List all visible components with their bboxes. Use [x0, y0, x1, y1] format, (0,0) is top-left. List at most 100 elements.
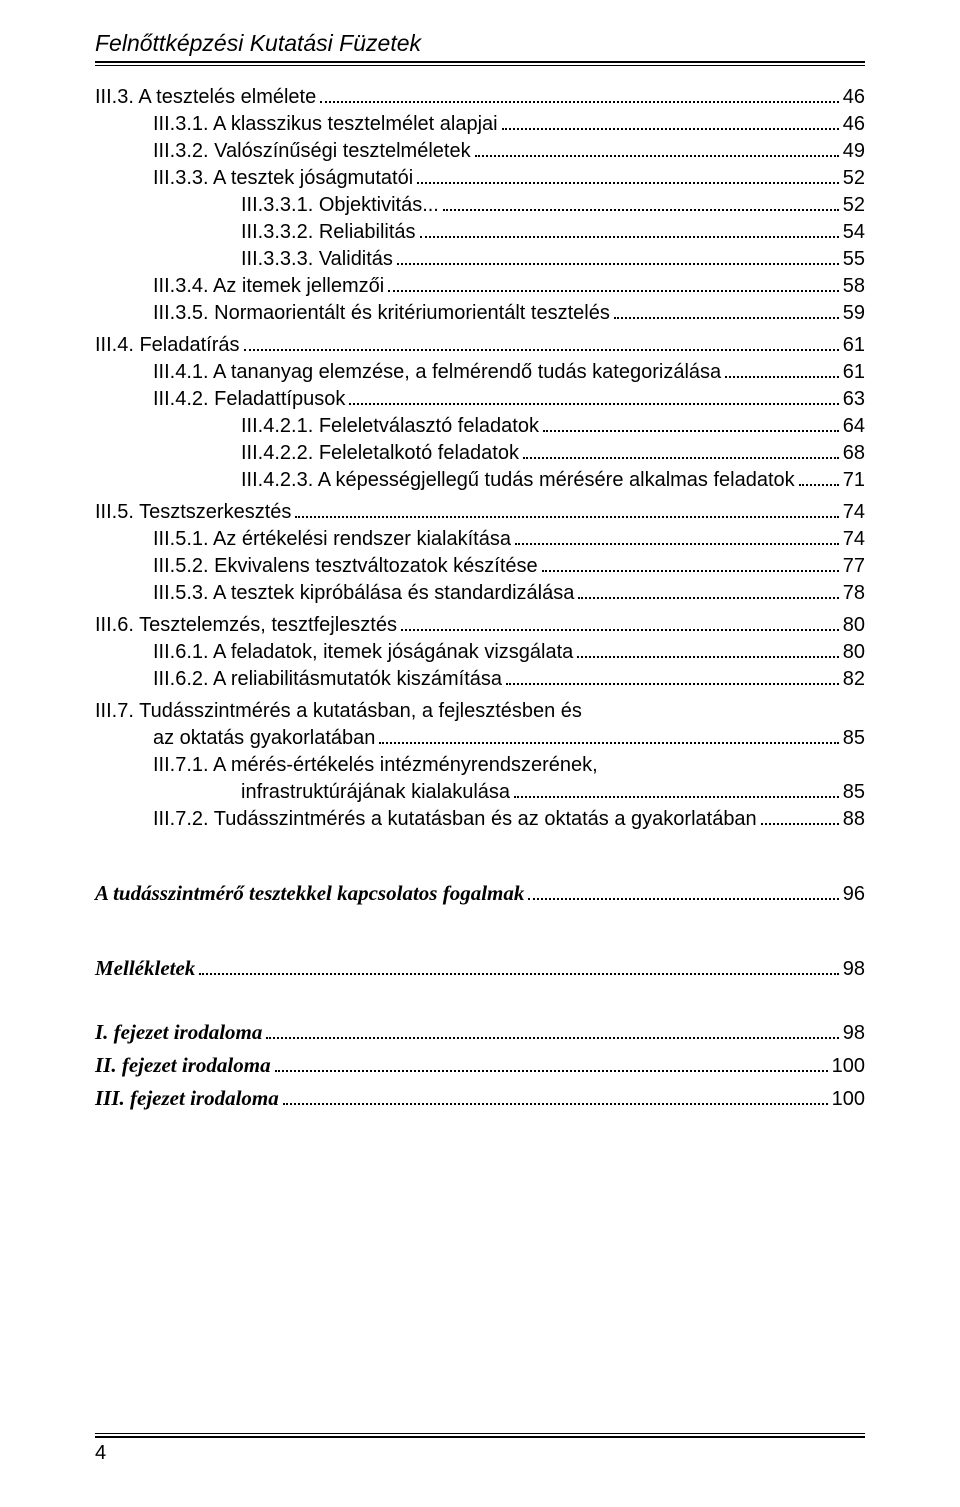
toc-page: 68: [843, 440, 865, 466]
toc-label: III.4. Feladatírás: [95, 332, 240, 358]
toc-leader-dots: [528, 898, 838, 900]
toc-label: III.3.3.1. Objektivitás...: [241, 192, 439, 218]
toc-section-row: III. fejezet irodaloma 100: [95, 1085, 865, 1112]
toc-row: III.5. Tesztszerkesztés 74: [95, 499, 865, 525]
toc-page: 52: [843, 192, 865, 218]
toc-page: 80: [843, 639, 865, 665]
toc-label: III.4.2.3. A képességjellegű tudás mérés…: [241, 467, 795, 493]
header-rule-thin: [95, 65, 865, 66]
toc-page: 55: [843, 246, 865, 272]
toc-row: III.4.1. A tananyag elemzése, a felméren…: [95, 359, 865, 385]
toc-leader-dots: [420, 236, 839, 238]
toc-page: 98: [843, 1020, 865, 1046]
toc-row: III.6.2. A reliabilitásmutatók kiszámítá…: [95, 666, 865, 692]
toc-row: III.5.1. Az értékelési rendszer kialakít…: [95, 526, 865, 552]
toc-label: III.3.1. A klasszikus tesztelmélet alapj…: [153, 111, 498, 137]
toc-row: III.4. Feladatírás 61: [95, 332, 865, 358]
toc-label: III.4.2. Feladattípusok: [153, 386, 345, 412]
toc-leader-dots: [349, 403, 838, 405]
toc-row: III.3.1. A klasszikus tesztelmélet alapj…: [95, 111, 865, 137]
toc-row: III.7.2. Tudásszintmérés a kutatásban és…: [95, 806, 865, 832]
toc-leader-dots: [199, 973, 838, 975]
toc-page: 46: [843, 111, 865, 137]
page-footer: 4: [95, 1433, 865, 1465]
toc-leader-dots: [266, 1037, 838, 1039]
toc-row: III.7. Tudásszintmérés a kutatásban, a f…: [95, 698, 865, 724]
toc-leader-dots: [443, 209, 839, 211]
toc-section-label: III. fejezet irodaloma: [95, 1085, 279, 1112]
toc-label: III.3.3.2. Reliabilitás: [241, 219, 416, 245]
toc-page: 61: [843, 332, 865, 358]
toc-label: III.4.2.1. Feleletválasztó feladatok: [241, 413, 539, 439]
toc-section-label: A tudásszintmérő tesztekkel kapcsolatos …: [95, 880, 524, 907]
toc-row: III.3.3.3. Validitás55: [95, 246, 865, 272]
toc-page: 46: [843, 84, 865, 110]
toc-section-label: Mellékletek: [95, 955, 195, 982]
toc-leader-dots: [577, 656, 838, 658]
toc-row: az oktatás gyakorlatában 85: [95, 725, 865, 751]
toc-page: 52: [843, 165, 865, 191]
toc-row: III.3.2. Valószínűségi tesztelméletek49: [95, 138, 865, 164]
toc-page: 98: [843, 956, 865, 982]
toc-row: III.4.2. Feladattípusok63: [95, 386, 865, 412]
toc-label: III.5. Tesztszerkesztés: [95, 499, 291, 525]
toc-section-row: I. fejezet irodaloma98: [95, 1019, 865, 1046]
toc-page: 71: [843, 467, 865, 493]
toc-row: III.3.3. A tesztek jóságmutatói52: [95, 165, 865, 191]
toc-page: 100: [832, 1053, 865, 1079]
toc-label: III.5.3. A tesztek kipróbálása és standa…: [153, 580, 574, 606]
toc-page: 82: [843, 666, 865, 692]
page-number: 4: [95, 1442, 865, 1465]
toc-page: 77: [843, 553, 865, 579]
toc-page: 58: [843, 273, 865, 299]
toc-page: 59: [843, 300, 865, 326]
toc-leader-dots: [761, 823, 839, 825]
toc-leader-dots: [514, 796, 839, 798]
toc-row: III.3.4. Az itemek jellemzői58: [95, 273, 865, 299]
toc-row: III.6. Tesztelemzés, tesztfejlesztés80: [95, 612, 865, 638]
page: Felnőttképzési Kutatási Füzetek III.3. A…: [0, 0, 960, 1507]
toc-label: III.4.2.2. Feleletalkotó feladatok: [241, 440, 519, 466]
table-of-contents: III.3. A tesztelés elmélete 46 III.3.1. A …: [95, 84, 865, 1112]
toc-label: III.3.5. Normaorientált és kritériumorie…: [153, 300, 610, 326]
running-head: Felnőttképzési Kutatási Füzetek: [95, 30, 865, 57]
toc-page: 74: [843, 526, 865, 552]
toc-label: III.7.1. A mérés-értékelés intézményrend…: [153, 752, 598, 778]
footer-rule-thin: [95, 1433, 865, 1434]
toc-label: III.6.1. A feladatok, itemek jóságának v…: [153, 639, 573, 665]
toc-leader-dots: [578, 597, 838, 599]
toc-row: III.7.1. A mérés-értékelés intézményrend…: [95, 752, 865, 778]
toc-label: III.3. A tesztelés elmélete: [95, 84, 316, 110]
toc-leader-dots: [244, 349, 839, 351]
toc-page: 78: [843, 580, 865, 606]
toc-section-row: Mellékletek 98: [95, 955, 865, 982]
toc-page: 85: [843, 725, 865, 751]
toc-label: az oktatás gyakorlatában: [153, 725, 375, 751]
toc-section-row: A tudásszintmérő tesztekkel kapcsolatos …: [95, 880, 865, 907]
toc-page: 61: [843, 359, 865, 385]
toc-row: III.5.3. A tesztek kipróbálása és standa…: [95, 580, 865, 606]
toc-row: infrastruktúrájának kialakulása85: [95, 779, 865, 805]
toc-page: 85: [843, 779, 865, 805]
toc-page: 74: [843, 499, 865, 525]
toc-leader-dots: [417, 182, 839, 184]
toc-leader-dots: [397, 263, 839, 265]
toc-page: 88: [843, 806, 865, 832]
toc-leader-dots: [475, 155, 839, 157]
toc-leader-dots: [725, 376, 839, 378]
toc-leader-dots: [401, 629, 839, 631]
toc-leader-dots: [502, 128, 839, 130]
toc-row: III.4.2.2. Feleletalkotó feladatok 68: [95, 440, 865, 466]
toc-page: 100: [832, 1086, 865, 1112]
toc-leader-dots: [614, 317, 839, 319]
toc-leader-dots: [379, 742, 838, 744]
toc-leader-dots: [388, 290, 839, 292]
toc-label: III.7.2. Tudásszintmérés a kutatásban és…: [153, 806, 757, 832]
toc-leader-dots: [506, 683, 839, 685]
toc-row: III.4.2.1. Feleletválasztó feladatok64: [95, 413, 865, 439]
header-rule-thick: [95, 61, 865, 63]
toc-row: III.5.2. Ekvivalens tesztváltozatok kész…: [95, 553, 865, 579]
toc-page: 49: [843, 138, 865, 164]
toc-label: III.5.1. Az értékelési rendszer kialakít…: [153, 526, 511, 552]
toc-row: III.4.2.3. A képességjellegű tudás mérés…: [95, 467, 865, 493]
